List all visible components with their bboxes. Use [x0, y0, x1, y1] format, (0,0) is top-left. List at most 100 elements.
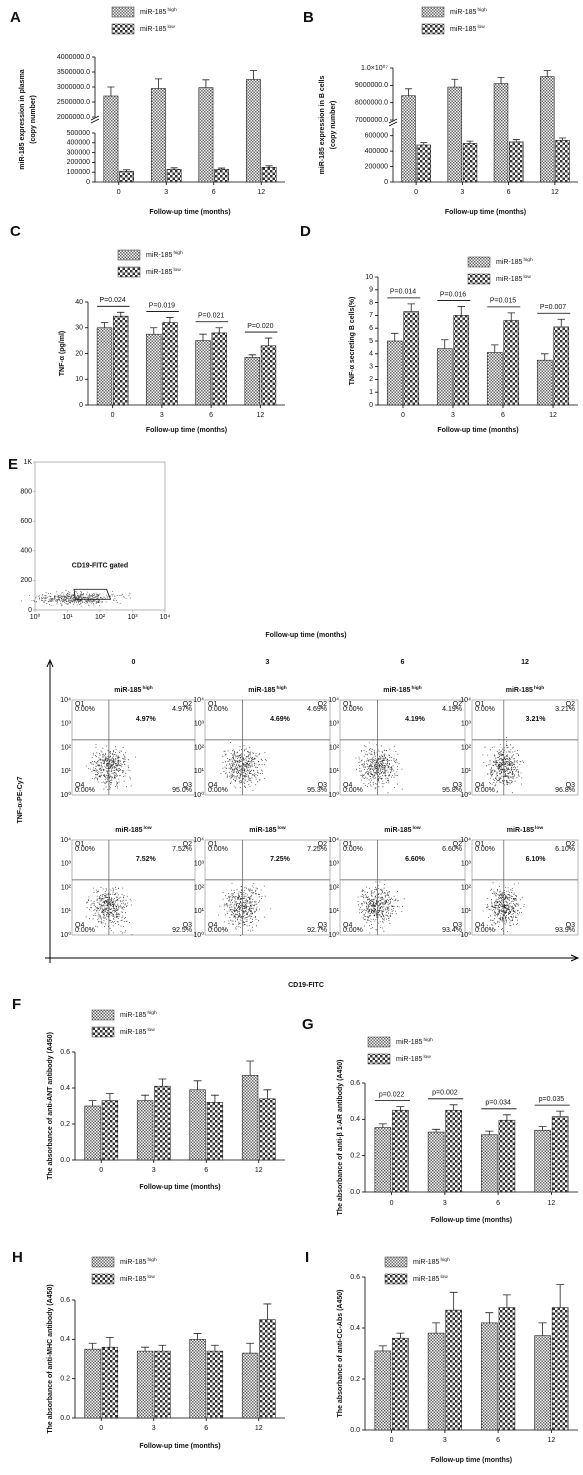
legend-swatch — [92, 1274, 114, 1284]
y-tick-label: 200000 — [67, 159, 90, 166]
x-tick-label: 0 — [111, 412, 115, 419]
x-tick-label: 0 — [390, 1200, 394, 1207]
quadrant-percent: 0.00% — [475, 846, 495, 853]
name-text: miR-185 — [140, 26, 167, 33]
x-arrow — [45, 955, 578, 961]
bar — [163, 323, 178, 405]
log-tick-label: 10² — [61, 884, 72, 891]
y-axis-title: (copy number) — [330, 101, 337, 150]
x-tick-label: 12 — [547, 1437, 555, 1444]
bar — [417, 145, 431, 182]
sup-text: high — [147, 1257, 157, 1263]
sup-text: high — [523, 257, 533, 263]
gate-x-tick-label: 10² — [95, 614, 106, 621]
name-text: miR-185 — [120, 1029, 147, 1036]
x-tick-label: 0 — [414, 189, 418, 196]
quadrant-percent: 95.3% — [307, 787, 327, 794]
error-bar — [491, 345, 499, 353]
error-bar — [441, 340, 449, 349]
tnf-percent: 3.21% — [526, 716, 547, 723]
bar — [375, 1128, 391, 1192]
y-tick-label: 400000 — [67, 140, 90, 147]
panel-letter: D — [300, 223, 311, 240]
tnf-percent: 4.19% — [405, 716, 426, 723]
x-tick-label: 6 — [209, 412, 213, 419]
bar — [509, 142, 523, 182]
quadrant-percent: 6.10% — [555, 846, 575, 853]
log-tick-label: 10⁴ — [60, 697, 71, 704]
error-bar — [211, 1345, 219, 1351]
error-bar — [263, 1090, 271, 1099]
legend-swatch — [422, 7, 444, 17]
error-bar — [150, 328, 157, 334]
bar — [437, 349, 452, 405]
error-bar — [485, 1313, 493, 1323]
y-tick-label: 40 — [75, 299, 83, 306]
bar — [392, 1338, 408, 1430]
sup-text: low — [278, 825, 286, 831]
sup-text: low — [144, 825, 152, 831]
x-tick-label: 12 — [551, 189, 559, 196]
log-tick-label: 10³ — [329, 721, 340, 728]
log-tick-label: 10⁴ — [328, 697, 339, 704]
bar — [260, 1099, 276, 1160]
log-tick-label: 10⁰ — [328, 791, 339, 799]
name-text: miR-185 — [413, 1259, 440, 1266]
panel-letter: H — [12, 1249, 23, 1266]
bar — [535, 1336, 551, 1430]
error-bar — [498, 78, 505, 84]
x-tick-label: 6 — [496, 1200, 500, 1207]
tnf-percent: 6.60% — [405, 856, 426, 863]
quadrant-percent: 95.0% — [172, 787, 192, 794]
x-axis-title: CD19-FITC — [288, 982, 324, 989]
log-tick-label: 10⁰ — [460, 791, 471, 799]
error-bar — [250, 71, 257, 80]
y-tick-label: 3000000.0 — [57, 84, 90, 91]
x-tick-label: 6 — [204, 1425, 208, 1432]
sup-text: high — [411, 685, 421, 691]
y-tick-label: 400000 — [365, 148, 388, 155]
dot-plot-frame — [72, 840, 195, 935]
y-axis-title: TNF-α-PE-Cy7 — [17, 776, 24, 823]
log-tick-label: 10⁴ — [460, 697, 471, 704]
y-tick-label: 0.0 — [60, 1415, 70, 1422]
y-tick-label: 0.2 — [350, 1153, 360, 1160]
name-text: miR-185 — [413, 1276, 440, 1283]
bar — [535, 1130, 551, 1192]
bar — [446, 1310, 462, 1430]
row-label: miR-185low — [507, 825, 544, 834]
bar — [190, 1090, 206, 1160]
y-tick-label: 30 — [75, 325, 83, 332]
y-tick-label: 4000000.0 — [57, 54, 90, 61]
sup-text: high — [276, 685, 286, 691]
quadrant-percent: 0.00% — [208, 927, 228, 934]
sup-text: low — [147, 1274, 155, 1280]
name-text: miR-185 — [248, 687, 275, 694]
log-tick-label: 10⁴ — [193, 837, 204, 844]
log-tick-label: 10² — [194, 884, 205, 891]
error-bar — [539, 1323, 547, 1336]
quadrant-percent: 93.9% — [555, 927, 575, 934]
dot-plot-frame — [472, 700, 578, 795]
panel-letter: E — [8, 456, 18, 473]
bar — [556, 140, 570, 182]
x-tick-label: 3 — [164, 189, 168, 196]
x-tick-label: 6 — [501, 412, 505, 419]
bar — [242, 1353, 258, 1418]
bar — [85, 1349, 101, 1418]
log-tick-label: 10³ — [194, 721, 205, 728]
bar — [494, 84, 508, 182]
quadrant-percent: 6.60% — [442, 846, 462, 853]
quadrant-percent: 4.69% — [307, 706, 327, 713]
error-bar — [544, 71, 551, 77]
sup-text: low — [440, 1274, 448, 1280]
panel-letter: G — [302, 1016, 314, 1033]
y-axis-title: miR-185 expression in B cells — [319, 75, 326, 174]
p-value: p=0.035 — [539, 1096, 565, 1103]
error-bar — [117, 312, 124, 316]
tnf-percent: 7.52% — [136, 856, 157, 863]
y-tick-label: 2 — [369, 376, 373, 383]
bar — [463, 143, 477, 182]
error-bar — [451, 79, 458, 87]
bar — [85, 1106, 101, 1160]
